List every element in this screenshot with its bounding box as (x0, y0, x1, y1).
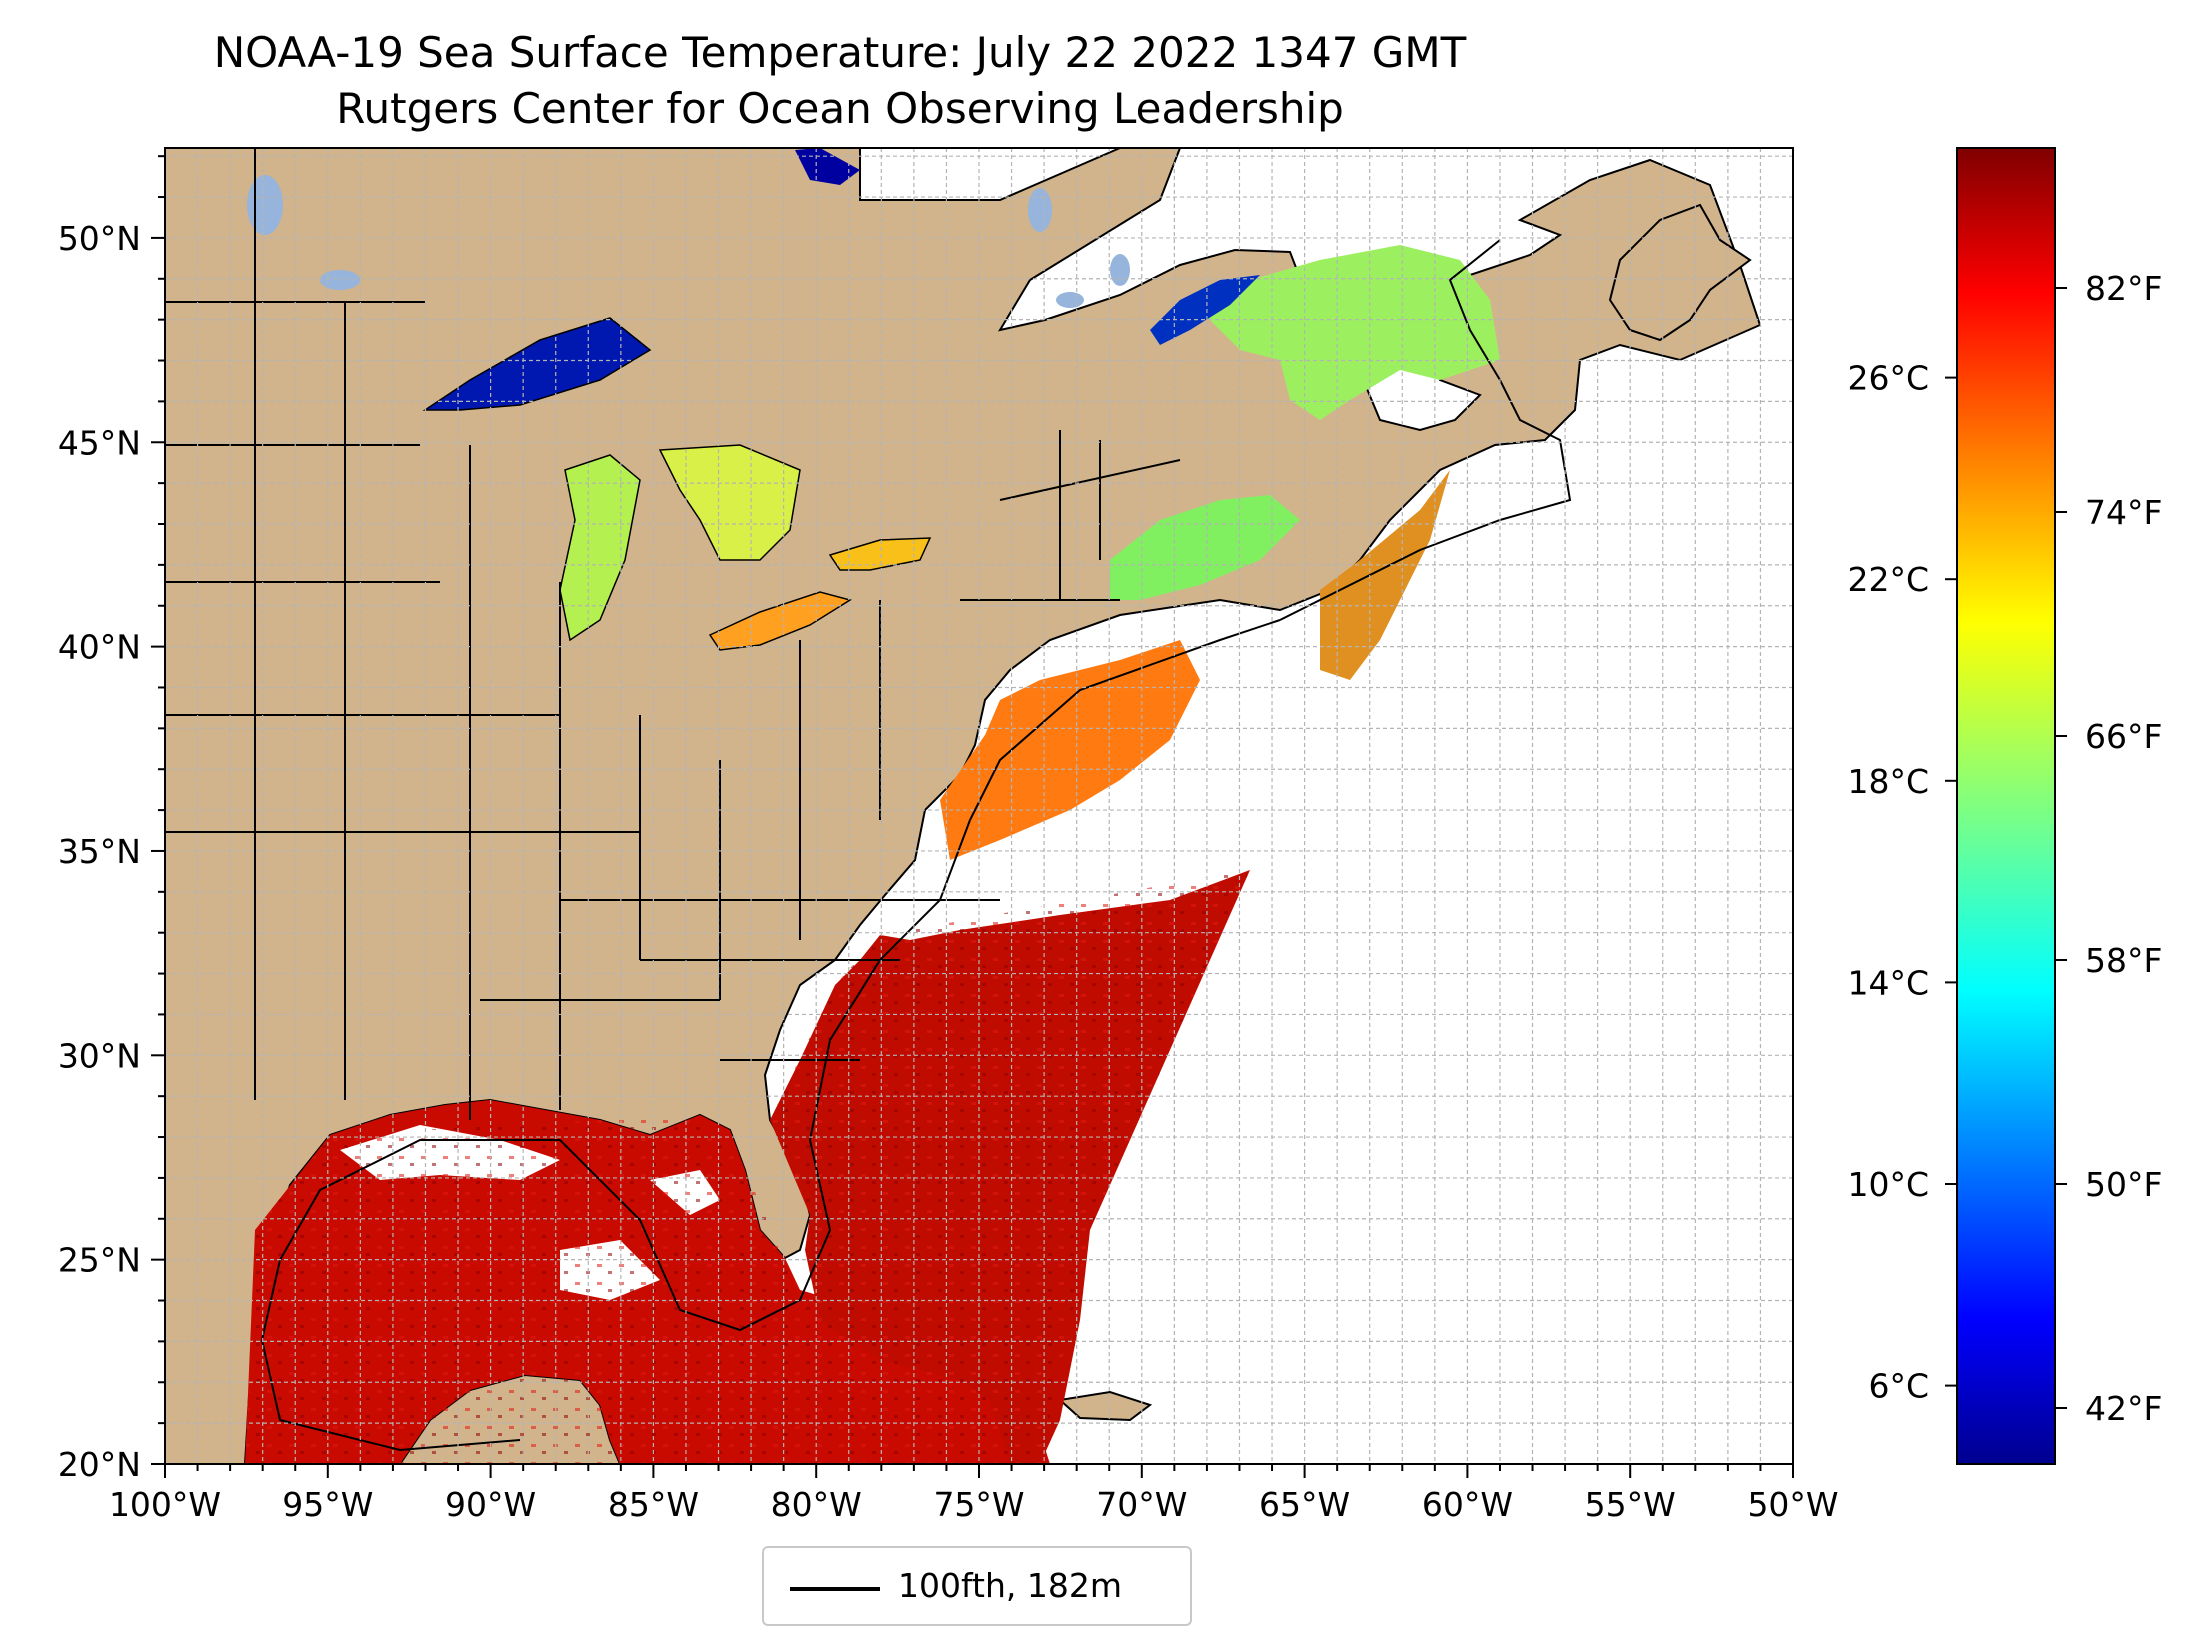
lat-tick-label: 45°N (58, 423, 141, 462)
legend-label: 100fth, 182m (898, 1566, 1122, 1605)
lake-superior (422, 317, 652, 411)
c-tick-label: 22°C (1847, 560, 1929, 599)
legend: 100fth, 182m (762, 1546, 1192, 1626)
lon-tick-label: 50°W (1747, 1485, 1838, 1524)
f-tick-label: 74°F (2085, 493, 2162, 532)
lat-tick-label: 20°N (58, 1445, 141, 1484)
legend-line-swatch (790, 1587, 880, 1591)
colorbar-axes: 42°F 50°F 58°F 66°F 74°F 82°F 6°C 10°C 14°C 18°C 2… (1847, 269, 2162, 1428)
sst-gulf-of-maine (1110, 495, 1300, 600)
sst-labrador-patch (795, 148, 860, 185)
f-tick-label: 66°F (2085, 717, 2162, 756)
lat-tick-label: 25°N (58, 1241, 141, 1280)
lon-tick-label: 100°W (109, 1485, 221, 1524)
c-tick-label: 18°C (1847, 762, 1929, 801)
lon-tick-label: 55°W (1585, 1485, 1676, 1524)
lon-tick-label: 95°W (282, 1485, 373, 1524)
colorbar (1956, 147, 2056, 1465)
sst-st-lawrence-estuary (1150, 275, 1260, 345)
lon-tick-label: 90°W (445, 1485, 536, 1524)
lake-huron (658, 444, 801, 561)
figure-subtitle: Rutgers Center for Ocean Observing Leade… (336, 84, 1344, 133)
lat-tick-label: 50°N (58, 219, 141, 258)
lat-tick-label: 30°N (58, 1036, 141, 1075)
c-tick-label: 14°C (1847, 963, 1929, 1002)
f-tick-label: 58°F (2085, 941, 2162, 980)
c-tick-label: 6°C (1868, 1367, 1929, 1406)
c-tick-label: 26°C (1847, 359, 1929, 398)
lon-tick-label: 70°W (1096, 1485, 1187, 1524)
lon-tick-label: 60°W (1422, 1485, 1513, 1524)
f-tick-label: 42°F (2085, 1389, 2162, 1428)
sst-gulf-st-lawrence (1200, 245, 1500, 420)
sst-scotian-shelf (1320, 470, 1450, 680)
map-axes: 100°W 95°W 90°W 85°W 80°W 75°W 70°W 65°W 60°W 55°… (58, 155, 1839, 1524)
map-gridlines (165, 148, 1793, 1464)
sst-atlantic-mid (940, 640, 1200, 860)
lat-tick-label: 35°N (58, 832, 141, 871)
lake-ontario (828, 537, 932, 571)
f-tick-label: 50°F (2085, 1165, 2162, 1204)
lat-tick-label: 40°N (58, 628, 141, 667)
f-tick-label: 82°F (2085, 269, 2162, 308)
great-lakes (422, 317, 932, 651)
lon-tick-label: 65°W (1259, 1485, 1350, 1524)
c-tick-label: 10°C (1847, 1165, 1929, 1204)
lake-erie (708, 591, 852, 651)
sst-texture (245, 870, 1250, 1464)
lon-tick-label: 75°W (933, 1485, 1024, 1524)
figure-title: NOAA-19 Sea Surface Temperature: July 22… (213, 28, 1467, 77)
lon-tick-label: 80°W (771, 1485, 862, 1524)
lon-tick-label: 85°W (608, 1485, 699, 1524)
lake-michigan (559, 454, 641, 642)
